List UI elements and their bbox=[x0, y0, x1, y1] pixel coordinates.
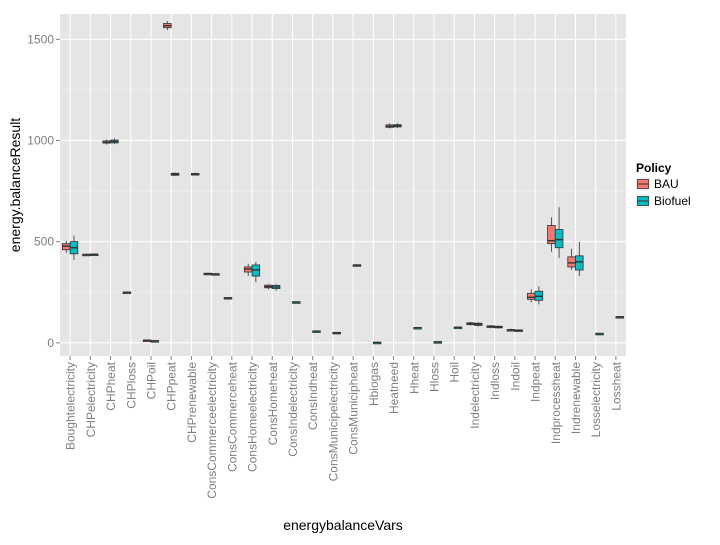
legend-label-biofuel: Biofuel bbox=[654, 194, 691, 208]
y-axis-label: energy.balanceResult bbox=[7, 118, 23, 252]
box-biofuel bbox=[473, 322, 483, 327]
box-bau bbox=[142, 339, 152, 343]
x-tick-label: CHPheat bbox=[104, 361, 118, 410]
box-biofuel bbox=[332, 331, 341, 335]
x-tick-label: ConsHomeelectricity bbox=[246, 362, 260, 472]
x-tick-label: ConsCommerceelectricity bbox=[205, 362, 219, 499]
box-biofuel bbox=[352, 264, 362, 267]
box-biofuel bbox=[170, 172, 180, 176]
box-biofuel bbox=[292, 301, 301, 304]
x-tick-label: ConsCommerceheat bbox=[225, 361, 239, 472]
x-tick-label: CHPrenewable bbox=[185, 362, 199, 443]
y-tick-label: 0 bbox=[47, 336, 54, 350]
box-biofuel bbox=[190, 172, 200, 176]
box-biofuel bbox=[494, 325, 503, 329]
x-tick-label: Indloss bbox=[488, 362, 502, 400]
x-tick-label: ConsHomeheat bbox=[266, 361, 280, 445]
x-tick-label: Hheat bbox=[407, 361, 421, 394]
box-biofuel bbox=[433, 341, 443, 344]
box-biofuel bbox=[514, 329, 523, 332]
plot-panel bbox=[60, 14, 626, 356]
x-tick-label: Indrenewable bbox=[569, 362, 583, 434]
x-tick-label: Boughtelectricity bbox=[64, 362, 78, 450]
box-bau bbox=[385, 123, 394, 129]
box-biofuel bbox=[271, 284, 281, 291]
box-body bbox=[554, 229, 564, 249]
x-tick-label: Indprocessheat bbox=[549, 361, 563, 444]
box-biofuel bbox=[453, 326, 463, 330]
box-bau bbox=[122, 291, 132, 295]
y-axis-ticks: 0 500 1000 1500 bbox=[27, 32, 60, 350]
x-tick-label: Hoil bbox=[448, 362, 462, 383]
box-body bbox=[575, 255, 584, 271]
box-biofuel bbox=[312, 330, 321, 333]
x-tick-label: CHPelectricity bbox=[84, 362, 98, 437]
x-tick-label: ConsIndheat bbox=[306, 361, 320, 430]
x-tick-label: Indoil bbox=[508, 362, 522, 391]
x-axis-label: energybalanceVars bbox=[283, 517, 403, 533]
legend-entries: BAU Biofuel bbox=[636, 177, 691, 208]
x-tick-label: Indelectricity bbox=[468, 362, 482, 429]
y-tick-label: 500 bbox=[34, 235, 54, 249]
x-tick-label: Losselectricity bbox=[589, 362, 603, 437]
y-tick-label: 1500 bbox=[27, 32, 54, 46]
y-tick-label: 1000 bbox=[27, 133, 54, 147]
x-tick-label: ConsMunicipelectricity bbox=[326, 362, 340, 481]
box-body bbox=[567, 256, 576, 268]
box-biofuel bbox=[150, 340, 160, 343]
box-biofuel bbox=[554, 207, 564, 258]
box-body bbox=[526, 292, 536, 300]
legend-label-bau: BAU bbox=[654, 177, 679, 191]
x-tick-label: Heatneed bbox=[387, 362, 401, 414]
legend: Policy BAU Biofuel bbox=[636, 161, 691, 208]
x-tick-label: CHPoil bbox=[144, 362, 158, 399]
box-biofuel bbox=[372, 341, 382, 345]
x-axis-ticks: Boughtelectricity CHPelectricity CHPheat CH… bbox=[64, 356, 623, 499]
legend-title: Policy bbox=[636, 161, 672, 175]
box-biofuel bbox=[211, 273, 220, 276]
box-biofuel bbox=[534, 286, 544, 305]
box-biofuel bbox=[575, 241, 584, 277]
box-bau bbox=[102, 139, 111, 145]
box-layer bbox=[62, 21, 624, 345]
box-bau bbox=[82, 253, 91, 257]
box-biofuel bbox=[413, 326, 422, 330]
box-biofuel bbox=[251, 261, 261, 283]
box-bau bbox=[203, 272, 213, 276]
x-tick-label: CHPloss bbox=[124, 362, 138, 409]
box-bau bbox=[163, 21, 172, 31]
x-tick-label: Lossheat bbox=[609, 361, 623, 410]
x-tick-label: Hbiogas bbox=[367, 362, 381, 406]
box-bau bbox=[223, 297, 233, 300]
x-tick-label: ConsIndelectricity bbox=[286, 362, 300, 457]
x-tick-label: Hloss bbox=[427, 362, 441, 392]
x-tick-label: ConsMunicipheat bbox=[347, 361, 361, 454]
x-tick-label: Indpeat bbox=[529, 361, 543, 402]
box-biofuel bbox=[393, 123, 402, 128]
grid-layer bbox=[60, 14, 626, 356]
x-tick-label: CHPpeat bbox=[165, 361, 179, 410]
box-biofuel bbox=[69, 235, 79, 260]
box-biofuel bbox=[110, 138, 119, 145]
box-biofuel bbox=[595, 332, 604, 336]
box-biofuel bbox=[89, 253, 99, 257]
box-biofuel bbox=[615, 316, 624, 319]
box-bau bbox=[486, 325, 496, 329]
box-bau bbox=[547, 217, 556, 252]
